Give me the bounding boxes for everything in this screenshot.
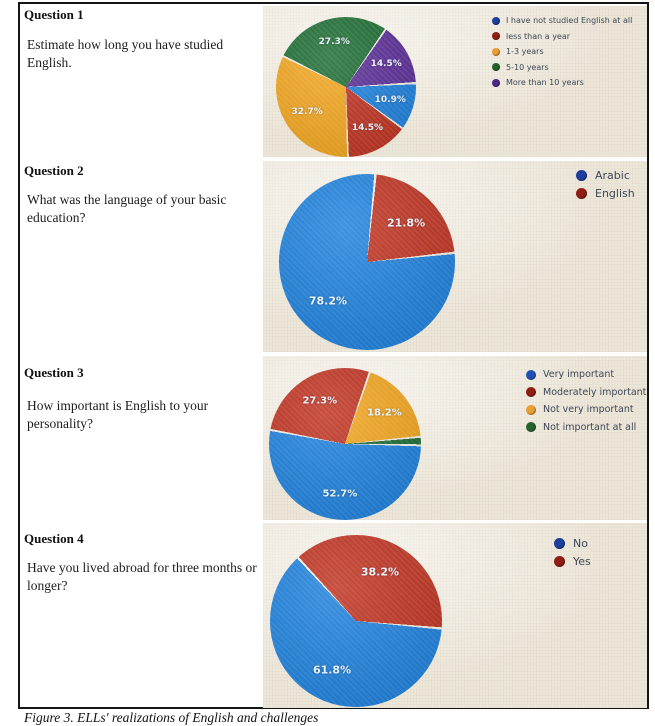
legend-label: Moderately important: [543, 386, 647, 398]
legend-item: No: [554, 534, 591, 553]
legend-color-swatch: [576, 169, 587, 181]
legend-color-swatch: [554, 537, 565, 549]
legend-label: Not very important: [543, 404, 634, 416]
pie-chart-q1: [276, 17, 416, 157]
question-3-text: How important is English to your persona…: [27, 398, 209, 431]
pie-chart-q3: [269, 368, 421, 520]
legend-label: Very important: [543, 369, 615, 381]
question-2-title: Question 2: [24, 163, 84, 178]
legend-color-swatch: [526, 387, 536, 398]
pie-chart-q2: [279, 174, 455, 350]
legend-color-swatch: [526, 404, 536, 415]
pie-percent-label: 14.5%: [370, 59, 402, 70]
legend-label: Not important at all: [543, 421, 637, 433]
legend-item: Yes: [554, 553, 591, 572]
question-2-text: What was the language of your basic educ…: [27, 192, 227, 225]
pie-percent-label: 38.2%: [360, 565, 400, 579]
legend-label: I have not studied English at all: [506, 16, 633, 26]
legend-color-swatch: [492, 47, 500, 56]
pie-percent-label: 27.3%: [302, 395, 338, 407]
pie-percent-label: 27.3%: [318, 37, 350, 48]
legend-color-swatch: [526, 369, 536, 380]
figure-caption: Figure 3. ELLs' realizations of English …: [24, 710, 319, 725]
pie-percent-label: 52.7%: [322, 488, 358, 500]
question-1-text: Estimate how long you have studied Engli…: [27, 37, 224, 70]
legend-color-swatch: [492, 78, 500, 87]
question-4-title: Question 4: [24, 531, 84, 546]
legend-color-swatch: [526, 422, 536, 433]
legend-label: 5-10 years: [506, 62, 549, 72]
pie-percent-label: 78.2%: [308, 294, 348, 308]
legend-label: Arabic: [595, 168, 630, 182]
pie-percent-label: 61.8%: [312, 663, 352, 677]
legend-item: 5-10 years: [492, 60, 632, 76]
pie-chart-q4: [270, 535, 442, 707]
pie-percent-label: 32.7%: [291, 106, 323, 117]
legend-item: More than 10 years: [492, 75, 632, 91]
question-3-title: Question 3: [24, 365, 84, 380]
pie-percent-label: 21.8%: [386, 216, 426, 230]
legend-item: Not very important: [526, 401, 646, 419]
legend-color-swatch: [576, 188, 587, 200]
legend-color-swatch: [554, 556, 565, 568]
legend-label: English: [595, 187, 635, 201]
question-1-title: Question 1: [24, 7, 84, 22]
legend-label: 1-3 years: [506, 47, 544, 57]
pie-percent-label: 18.2%: [367, 407, 402, 419]
legend-label: less than a year: [506, 31, 571, 41]
chart-legend-q4: No Yes: [554, 534, 591, 571]
legend-color-swatch: [492, 32, 500, 41]
legend-item: less than a year: [492, 29, 632, 45]
legend-item: Very important: [526, 366, 646, 384]
chart-legend-q3: Very important Moderately important Not ve…: [526, 366, 646, 436]
legend-item: Not important at all: [526, 419, 646, 437]
legend-item: English: [576, 185, 635, 204]
chart-legend-q1: I have not studied English at all less th…: [492, 13, 632, 91]
legend-item: Arabic: [576, 166, 635, 185]
legend-color-swatch: [492, 16, 500, 25]
question-4-text: Have you lived abroad for three months o…: [27, 560, 257, 593]
legend-item: Moderately important: [526, 384, 646, 402]
legend-item: I have not studied English at all: [492, 13, 632, 29]
legend-label: Yes: [573, 555, 591, 569]
legend-item: 1-3 years: [492, 44, 632, 60]
pie-percent-label: 14.5%: [351, 122, 384, 133]
chart-legend-q2: Arabic English: [576, 166, 635, 203]
legend-color-swatch: [492, 63, 500, 72]
pie-percent-label: 10.9%: [374, 95, 406, 106]
legend-label: No: [573, 536, 588, 550]
legend-label: More than 10 years: [506, 78, 584, 88]
